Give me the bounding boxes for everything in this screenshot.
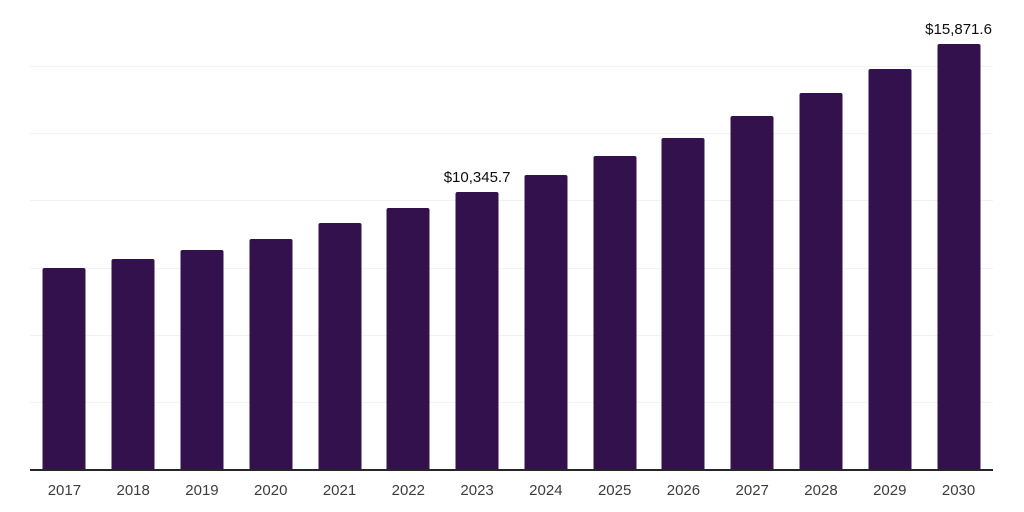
x-axis-line <box>30 469 993 471</box>
bar-2017 <box>42 267 86 470</box>
x-tick-label-2023: 2023 <box>460 482 494 499</box>
x-tick-label-2017: 2017 <box>47 482 82 499</box>
x-axis-labels: 2017 2018 2019 2020 2021 2022 2023 2024 2025 2026… <box>30 482 993 499</box>
bar-slot-2019 <box>168 0 237 470</box>
bar-2020 <box>249 238 293 470</box>
gridline-15000 <box>30 66 993 68</box>
x-tick-label-2028: 2028 <box>804 482 838 499</box>
x-tick-label-2018: 2018 <box>116 482 150 499</box>
bars-layer: $10,345.7 $15,871.6 <box>30 0 993 470</box>
bar-2028 <box>799 93 843 470</box>
bar-2023 <box>455 192 499 470</box>
bar-2026 <box>661 137 705 470</box>
bar-2022 <box>386 208 430 470</box>
x-tick-label-2019: 2019 <box>185 482 219 499</box>
bar-slot-2017 <box>30 0 99 470</box>
gridline-12500 <box>30 133 993 135</box>
bar-2019 <box>180 249 224 470</box>
bar-slot-2028 <box>787 0 856 470</box>
gridline-7500 <box>30 267 993 269</box>
bar-2030 <box>937 43 981 470</box>
bar-slot-2018 <box>99 0 168 470</box>
bar-slot-2030: $15,871.6 <box>924 0 993 470</box>
bar-slot-2025 <box>580 0 649 470</box>
bar-slot-2026 <box>649 0 718 470</box>
x-tick-label-2020: 2020 <box>254 482 288 499</box>
x-tick-label-2021: 2021 <box>322 482 357 499</box>
bar-2018 <box>111 258 155 470</box>
bar-slot-2022 <box>374 0 443 470</box>
data-label-2030: $15,871.6 <box>925 20 992 38</box>
bar-slot-2020 <box>236 0 305 470</box>
plot-area <box>30 0 993 470</box>
gridline-2500 <box>30 401 993 403</box>
x-tick-label-2030: 2030 <box>941 482 976 499</box>
bar-slot-2021 <box>305 0 374 470</box>
x-tick-label-2026: 2026 <box>666 482 701 499</box>
bar-slot-2027 <box>718 0 787 470</box>
bar-2029 <box>868 69 912 470</box>
bar-2024 <box>524 175 568 470</box>
data-label-2023: $10,345.7 <box>443 169 511 187</box>
x-tick-label-2025: 2025 <box>597 482 632 499</box>
bar-2025 <box>593 156 637 470</box>
bar-2027 <box>730 116 774 470</box>
bar-2021 <box>318 223 362 470</box>
x-tick-label-2024: 2024 <box>529 482 563 499</box>
x-tick-label-2022: 2022 <box>391 482 425 499</box>
bar-slot-2029 <box>855 0 924 470</box>
x-tick-label-2027: 2027 <box>735 482 769 499</box>
bar-slot-2023: $10,345.7 <box>443 0 512 470</box>
gridline-5000 <box>30 334 993 336</box>
bar-slot-2024 <box>511 0 580 470</box>
gridline-10000 <box>30 200 993 202</box>
x-tick-label-2029: 2029 <box>873 482 907 499</box>
